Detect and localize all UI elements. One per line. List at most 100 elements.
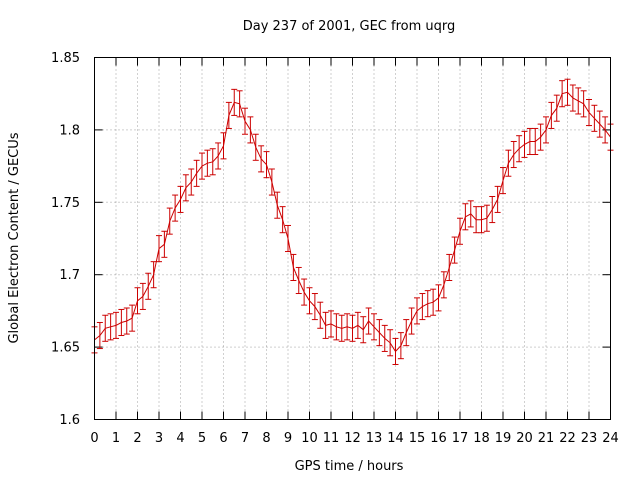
error-bar-point [247,116,254,144]
error-bar-point [500,167,506,195]
error-bar-point [225,101,232,129]
x-tick-label: 11 [323,431,340,446]
x-tick-label: 16 [430,431,447,446]
error-bar-point [403,319,410,347]
x-tick-label: 9 [284,431,292,446]
error-bar-point [172,194,179,222]
x-tick-label: 19 [495,431,512,446]
error-bar-point [489,196,496,224]
y-tick-label: 1.65 [51,341,80,356]
error-bar-point [467,200,474,228]
error-bar-point [564,78,571,106]
error-bar-point [166,207,173,235]
error-bar-point [376,319,383,347]
plot-frame [94,57,611,420]
error-bar-point [435,284,442,312]
error-bar-point [258,145,265,173]
error-bar-point [419,293,426,321]
error-bar-point [231,88,238,116]
error-bar-point [107,313,114,341]
series-gec [91,78,614,365]
y-tick-label: 1.8 [59,123,80,138]
error-bar-point [462,203,469,231]
error-bar-point [424,290,431,318]
error-bar-point [392,337,399,365]
error-bar-point [505,149,512,177]
error-bar-point [483,204,490,232]
x-tick-label: 12 [344,431,361,446]
x-tick-label: 22 [559,431,576,446]
error-bar-point [602,116,609,144]
error-bar-point [285,224,291,253]
error-bar-point [263,151,270,179]
grid-lines [94,57,611,420]
error-bar-point [161,230,168,258]
error-bar-point [543,116,549,144]
error-bar-point [397,332,404,360]
x-tick-label: 14 [387,431,404,446]
x-tick-label: 6 [219,431,227,446]
error-bar-point [360,316,367,344]
error-bar-point [317,301,324,329]
error-bar-point [478,206,485,234]
x-tick-label: 20 [516,431,533,446]
error-bar-point [220,132,227,160]
x-tick-label: 23 [581,431,598,446]
error-bar-point [349,314,356,342]
error-bar-point [559,80,566,108]
error-bar-point [408,307,415,335]
error-bar-point [193,159,200,187]
error-bar-point [252,133,259,161]
x-tick-label: 10 [301,431,318,446]
x-tick-label: 4 [176,431,184,446]
error-bar-point [414,297,420,325]
x-tick-label: 13 [366,431,383,446]
x-tick-label: 2 [133,431,141,446]
error-bar-point [440,271,447,299]
error-bar-point [96,321,103,350]
error-bar-point [537,123,544,151]
error-bar-point [596,110,603,138]
error-bar-point [199,152,205,180]
error-bar-point [274,191,281,219]
error-bar-point [526,127,533,156]
error-bar-point [354,311,361,339]
y-tick-label: 1.75 [51,196,80,211]
error-bar-point [279,206,286,234]
error-bar-point [586,98,592,127]
error-bar-point [510,140,517,169]
x-tick-label: 21 [538,431,555,446]
error-bar-point [548,101,555,129]
x-tick-label: 7 [241,431,249,446]
error-bar-point [580,90,587,118]
error-bar-point [430,288,437,316]
error-bar-point [457,217,463,245]
error-bar-point [290,253,297,281]
error-bar-point [569,84,576,112]
x-tick-label: 0 [90,431,98,446]
error-bar-point [553,94,560,122]
x-tick-label: 18 [473,431,490,446]
x-tick-label: 15 [409,431,426,446]
x-tick-label: 17 [452,431,469,446]
error-bar-point [371,313,377,341]
error-bar-point [102,314,109,342]
chart-title: Day 237 of 2001, GEC from uqrg [243,19,456,34]
error-bar-point [473,206,480,234]
error-bar-point [156,235,162,263]
error-bar-point [188,168,195,196]
error-bar-point [387,329,394,357]
y-tick-labels: 1.6 1.65 1.7 1.75 1.8 1.85 [51,51,80,428]
y-tick-label: 1.6 [59,413,80,428]
x-tick-label: 24 [602,431,619,446]
error-bar-point [591,104,598,132]
error-bar-point [268,168,275,196]
error-bar-point [118,308,125,337]
x-tick-labels: 0 1 2 3 4 5 6 7 8 9 10 11 12 13 14 15 16 17 18 19 20 21 22 23 24 [90,431,618,446]
error-bar-point [575,87,582,115]
error-bar-point [333,313,340,341]
error-bar-point [209,148,216,176]
x-tick-label: 5 [198,431,206,446]
error-bar-point [145,272,152,300]
